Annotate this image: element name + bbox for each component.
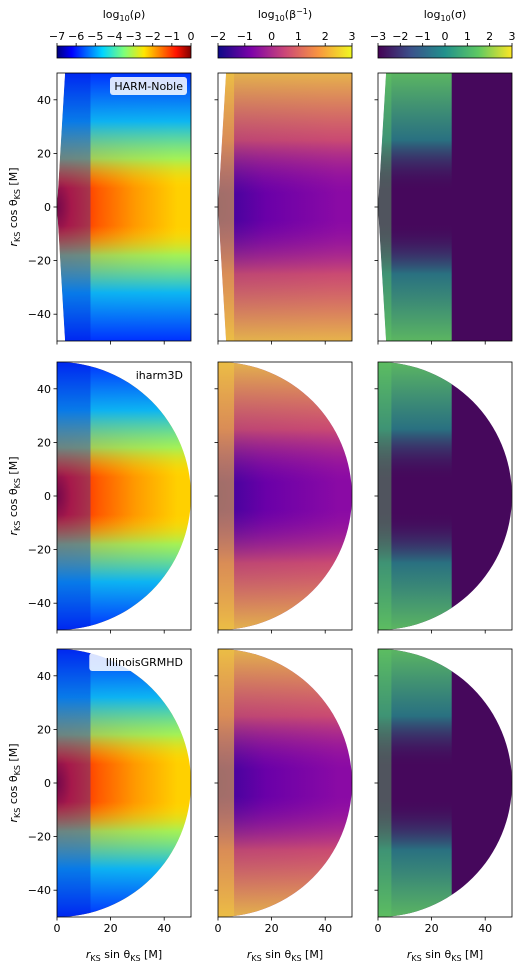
x-tick-label: 40 (478, 922, 492, 935)
colorbar-gradient (56, 45, 192, 59)
code-label: IllinoisGRMHD (106, 656, 183, 669)
code-label-box (110, 77, 187, 95)
panel-iharm3d-plasma (214, 361, 353, 634)
y-tick-label: 0 (44, 777, 51, 790)
y-axis-label: rKS cos θKS [M] (7, 457, 22, 536)
colorbar-tick-label: −1 (164, 30, 180, 43)
field-axis (378, 649, 392, 917)
y-tick-label: −40 (28, 884, 51, 897)
field-polar (57, 73, 191, 341)
panel-iharm3d-viridis (374, 361, 513, 634)
colorbar-jet: −7 −6 −5 −4 −3 −2 −1 0 log10(ρ) (49, 8, 195, 59)
colorbar-plasma: −2 −1 0 1 2 3 log10(β−1) (210, 7, 356, 59)
x-axis-label: rKS sin θKS [M] (407, 948, 483, 963)
y-axis-label: rKS cos θKS [M] (7, 168, 22, 247)
panel-iharm3d-jet: 40 20 0 −20 −40 iharm3D (28, 361, 192, 634)
field-polar (378, 362, 452, 630)
y-tick-label: −20 (28, 544, 51, 557)
colorbar-tick-label: −2 (145, 30, 161, 43)
y-tick-label: 40 (37, 383, 51, 396)
axis-excision (378, 73, 387, 341)
y-tick-label: 20 (37, 723, 51, 736)
colorbar-tick-label: 1 (464, 30, 471, 43)
x-tick-label: 20 (425, 922, 439, 935)
colorbar-tick-label: −2 (210, 30, 226, 43)
colorbar-tick-label: −6 (68, 30, 84, 43)
x-tick-label: 20 (104, 922, 118, 935)
axis-excision (57, 73, 66, 341)
panel-harm-noble-viridis (374, 72, 513, 345)
y-tick-label: 40 (37, 94, 51, 107)
panel-illinoisgrmhd-jet: 40 20 0 −20 −40 0 20 40 IllinoisGRMHD (28, 648, 192, 935)
colorbar-gradient (217, 45, 353, 59)
x-tick-label: 0 (375, 922, 382, 935)
code-label-box (130, 366, 187, 384)
x-axis-label: rKS sin θKS [M] (247, 948, 323, 963)
colorbar-tick-label: −5 (87, 30, 103, 43)
y-tick-label: −40 (28, 308, 51, 321)
field-axis (57, 73, 91, 341)
field-polar (218, 649, 352, 917)
colorbar-tick-label: 2 (322, 30, 329, 43)
y-tick-label: 20 (37, 436, 51, 449)
field-polar (378, 649, 452, 917)
x-tick-label: 40 (318, 922, 332, 935)
axis-excision (218, 73, 227, 341)
y-tick-label: −20 (28, 255, 51, 268)
colorbar-tick-label: −3 (125, 30, 141, 43)
field-polar (218, 73, 352, 341)
colorbar-viridis: −3 −2 −1 0 1 2 3 log10(σ) (370, 8, 516, 59)
colorbar-tick-label: −7 (49, 30, 65, 43)
y-tick-label: −40 (28, 597, 51, 610)
field-axis (57, 649, 91, 917)
panel-harm-noble-plasma (214, 72, 353, 345)
y-tick-label: 20 (37, 147, 51, 160)
colorbar-tick-label: −3 (370, 30, 386, 43)
y-axis-label: rKS cos θKS [M] (7, 744, 22, 823)
y-tick-label: −20 (28, 831, 51, 844)
colorbar-label: log10(ρ) (103, 8, 146, 23)
x-tick-label: 40 (157, 922, 171, 935)
field-polar (378, 73, 452, 341)
y-tick-label: 0 (44, 490, 51, 503)
x-tick-label: 0 (54, 922, 61, 935)
axis-labels: rKS cos θKS [M] rKS cos θKS [M] rKS cos θK… (7, 168, 483, 964)
field-polar (218, 362, 352, 630)
x-tick-label: 20 (265, 922, 279, 935)
x-axis-label: rKS sin θKS [M] (86, 948, 162, 963)
colorbar-tick-label: 2 (486, 30, 493, 43)
panel-illinoisgrmhd-viridis: 0 20 40 (374, 648, 513, 935)
y-tick-label: 0 (44, 201, 51, 214)
colorbar-gradient (377, 45, 513, 59)
field-axis (218, 649, 235, 917)
colorbar-tick-label: −2 (392, 30, 408, 43)
panel-harm-noble-jet: 40 20 0 −20 −40 HARM-Noble (28, 72, 192, 345)
panel-illinoisgrmhd-plasma: 0 20 40 (214, 648, 353, 935)
colorbar-tick-label: 1 (295, 30, 302, 43)
field-axis (218, 362, 235, 630)
colorbar-label: log10(σ) (424, 8, 467, 23)
field-axis (57, 362, 91, 630)
panels: 40200−20−40HARM-Noble40200−20−40iharm3D4… (28, 72, 513, 935)
colorbar-tick-label: −1 (237, 30, 253, 43)
y-tick-label: 40 (37, 670, 51, 683)
code-label-box (89, 653, 187, 671)
colorbar-tick-label: 3 (349, 30, 356, 43)
colorbar-tick-label: −1 (415, 30, 431, 43)
code-label: iharm3D (136, 369, 183, 382)
code-label: HARM-Noble (114, 80, 183, 93)
colorbar-tick-label: −4 (106, 30, 122, 43)
field-axis (378, 362, 392, 630)
colorbar-tick-label: 3 (509, 30, 516, 43)
field-axis (218, 73, 235, 341)
colorbar-label: log10(β−1) (258, 7, 312, 23)
colorbar-tick-label: 0 (188, 30, 195, 43)
colorbar-tick-label: 0 (442, 30, 449, 43)
colorbar-tick-label: 0 (268, 30, 275, 43)
x-tick-label: 0 (215, 922, 222, 935)
